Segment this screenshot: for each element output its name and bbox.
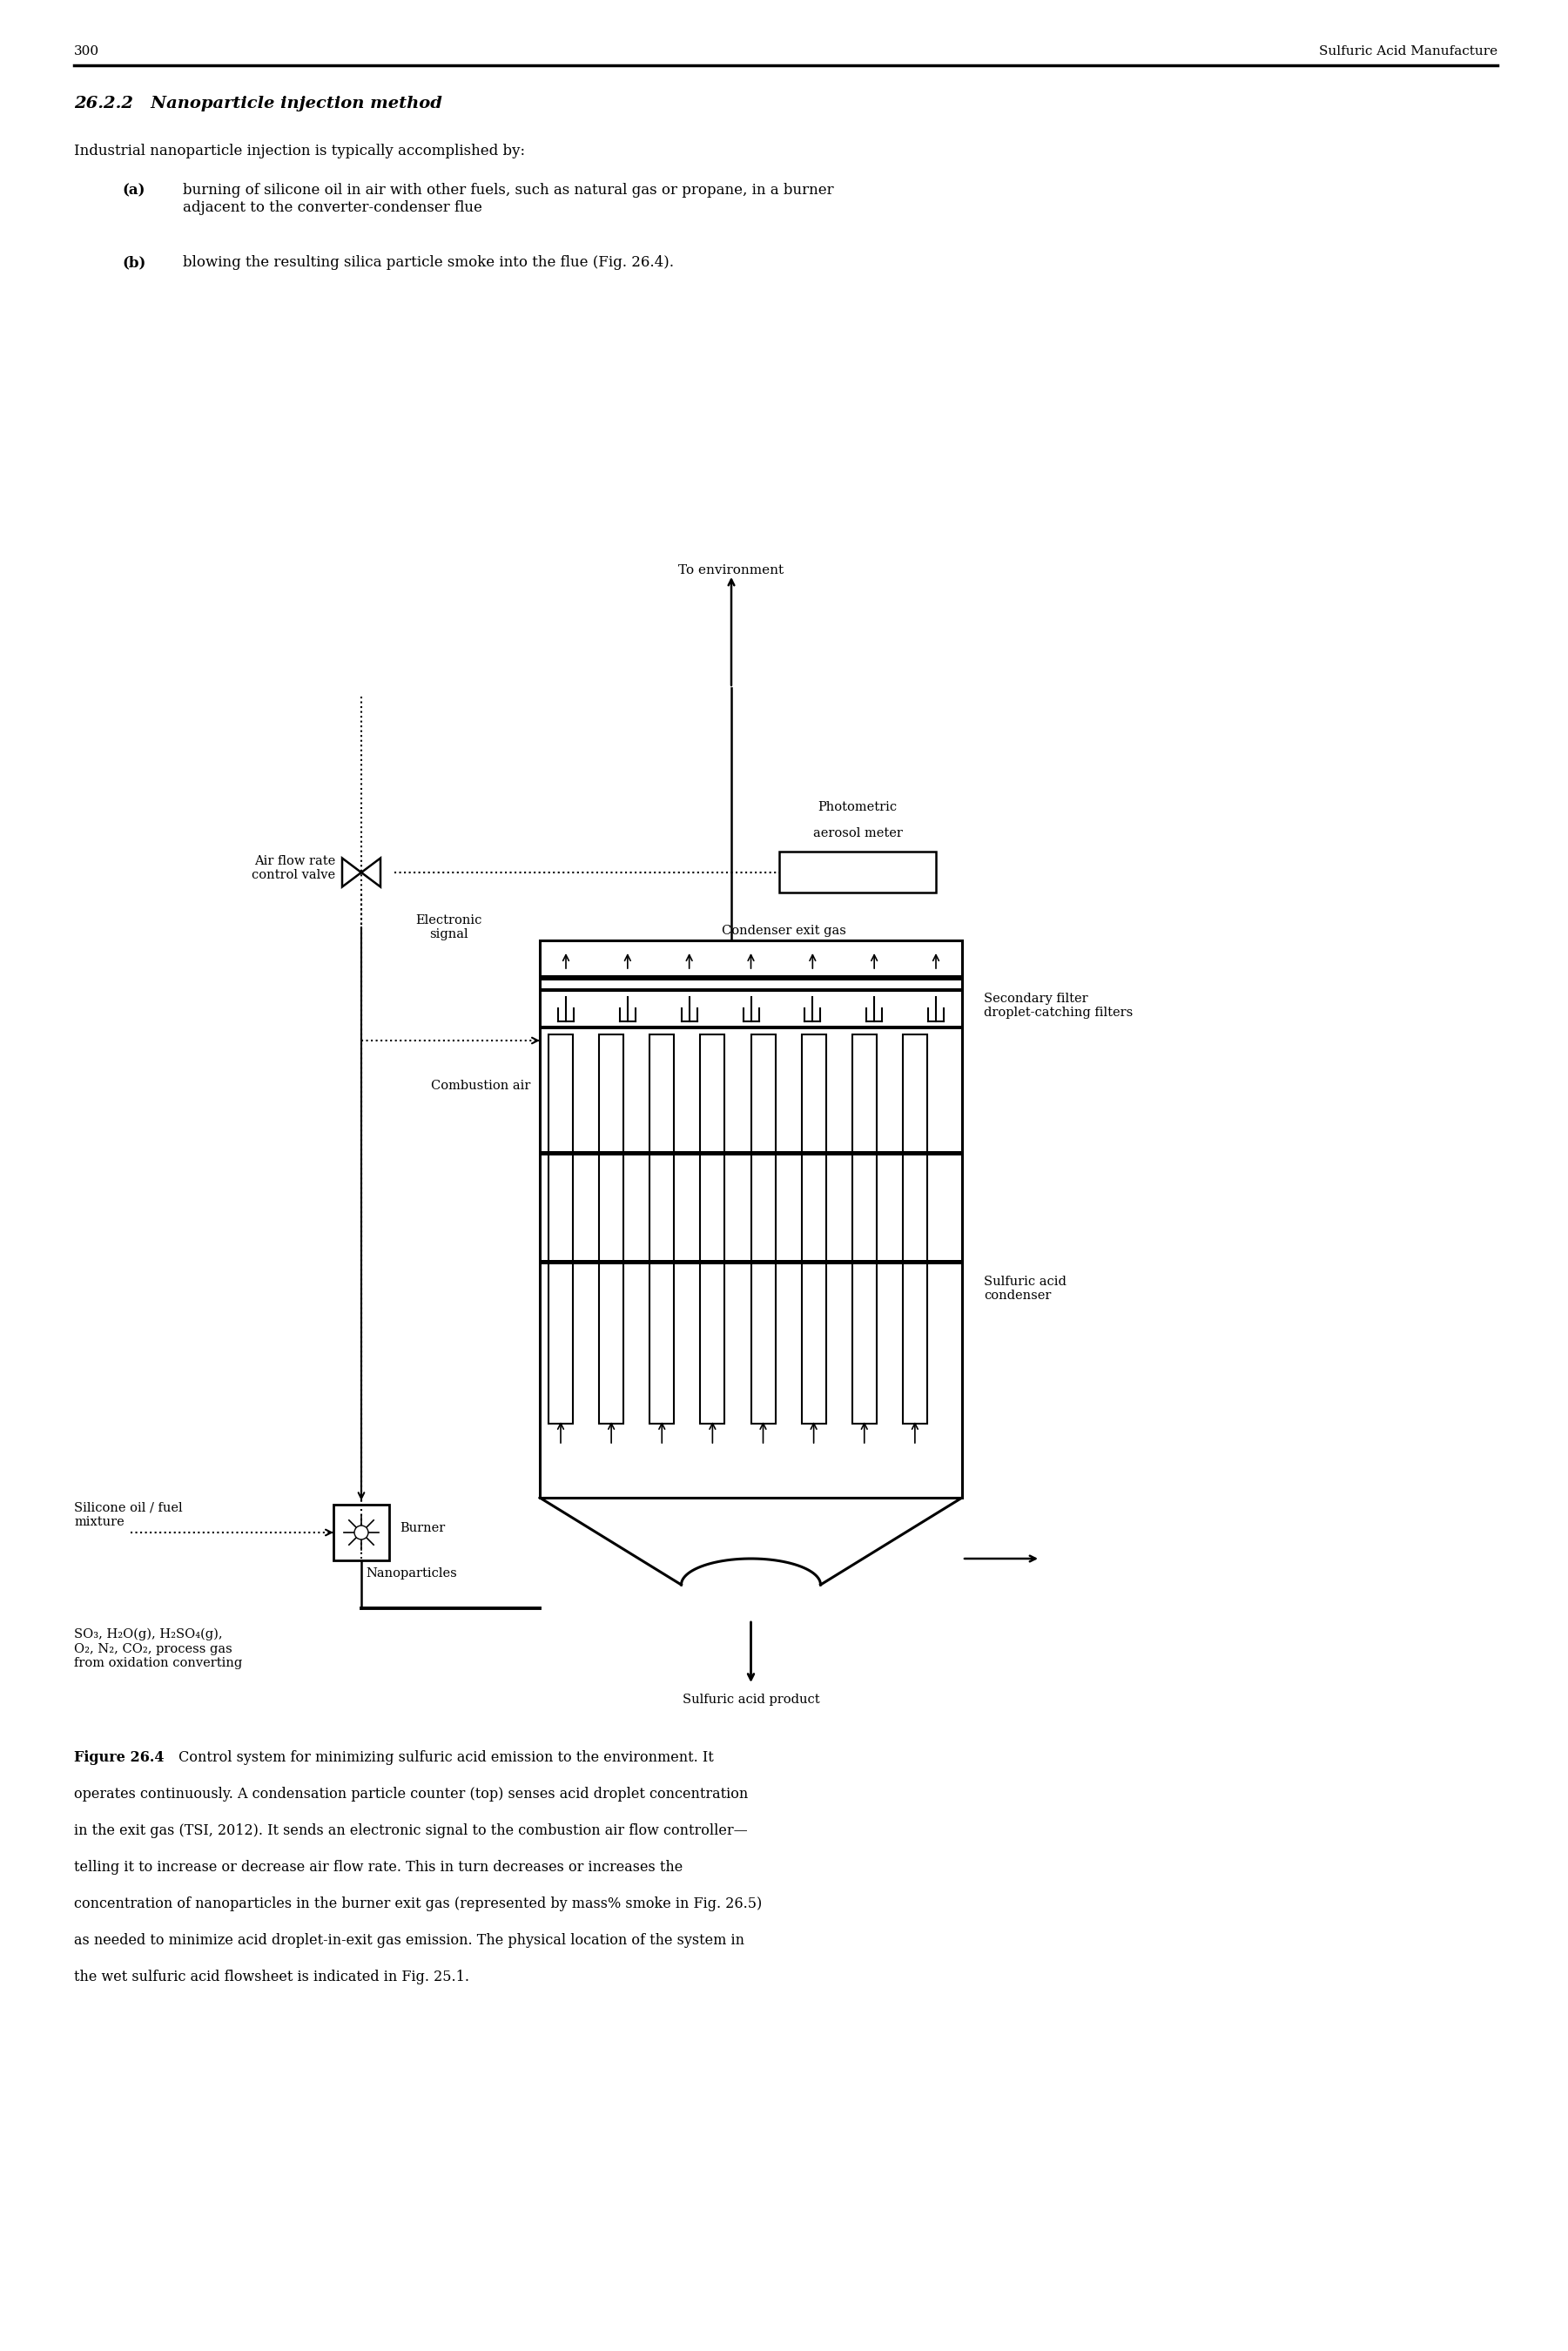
Text: Sulfuric acid
condenser: Sulfuric acid condenser xyxy=(983,1277,1066,1302)
Text: the wet sulfuric acid flowsheet is indicated in Fig. 25.1.: the wet sulfuric acid flowsheet is indic… xyxy=(74,1970,469,1984)
Text: Control system for minimizing sulfuric acid emission to the environment. It: Control system for minimizing sulfuric a… xyxy=(174,1749,713,1766)
Text: Electronic
signal: Electronic signal xyxy=(416,915,481,940)
Bar xyxy=(334,1505,389,1561)
Text: Photometric: Photometric xyxy=(818,802,897,813)
Text: Burner: Burner xyxy=(400,1521,445,1535)
Text: Sulfuric acid product: Sulfuric acid product xyxy=(682,1693,820,1707)
Text: 26.2.2   Nanoparticle injection method: 26.2.2 Nanoparticle injection method xyxy=(74,96,442,110)
Text: in the exit gas (TSI, 2012). It sends an electronic signal to the combustion air: in the exit gas (TSI, 2012). It sends an… xyxy=(74,1824,748,1838)
Text: Combustion air: Combustion air xyxy=(431,1079,530,1091)
Bar xyxy=(539,940,963,1498)
Text: Sulfuric Acid Manufacture: Sulfuric Acid Manufacture xyxy=(1319,45,1497,56)
Bar xyxy=(649,1034,674,1425)
Text: as needed to minimize acid droplet-in-exit gas emission. The physical location o: as needed to minimize acid droplet-in-ex… xyxy=(74,1933,745,1949)
Polygon shape xyxy=(361,858,381,886)
Bar xyxy=(539,1025,963,1030)
Text: Air flow rate
control valve: Air flow rate control valve xyxy=(251,856,336,882)
Text: concentration of nanoparticles in the burner exit gas (represented by mass% smok: concentration of nanoparticles in the bu… xyxy=(74,1897,762,1911)
Bar xyxy=(751,1034,775,1425)
Text: aerosol meter: aerosol meter xyxy=(812,828,902,839)
Bar xyxy=(903,1034,927,1425)
Bar xyxy=(539,976,963,980)
Bar xyxy=(801,1034,826,1425)
Text: Figure 26.4: Figure 26.4 xyxy=(74,1749,165,1766)
Bar xyxy=(701,1034,724,1425)
Bar xyxy=(779,851,936,893)
Bar xyxy=(549,1034,572,1425)
Text: telling it to increase or decrease air flow rate. This in turn decreases or incr: telling it to increase or decrease air f… xyxy=(74,1860,682,1874)
Bar xyxy=(851,1034,877,1425)
Text: Silicone oil / fuel
mixture: Silicone oil / fuel mixture xyxy=(74,1502,182,1528)
Text: To environment: To environment xyxy=(679,564,784,576)
Text: 300: 300 xyxy=(74,45,99,56)
Bar xyxy=(539,987,963,992)
Text: Secondary filter
droplet-catching filters: Secondary filter droplet-catching filter… xyxy=(983,992,1134,1018)
Bar xyxy=(599,1034,624,1425)
Text: SO₃, H₂O(g), H₂SO₄(g),
O₂, N₂, CO₂, process gas
from oxidation converting: SO₃, H₂O(g), H₂SO₄(g), O₂, N₂, CO₂, proc… xyxy=(74,1629,241,1669)
Text: Industrial nanoparticle injection is typically accomplished by:: Industrial nanoparticle injection is typ… xyxy=(74,143,525,158)
Bar xyxy=(539,1152,963,1154)
Polygon shape xyxy=(342,858,361,886)
Text: Condenser exit gas: Condenser exit gas xyxy=(721,924,845,938)
Text: Nanoparticles: Nanoparticles xyxy=(365,1568,456,1580)
Text: blowing the resulting silica particle smoke into the flue (Fig. 26.4).: blowing the resulting silica particle sm… xyxy=(183,256,674,270)
Text: (a): (a) xyxy=(122,183,144,197)
Text: (b): (b) xyxy=(122,256,146,270)
Circle shape xyxy=(354,1526,368,1540)
Text: burning of silicone oil in air with other fuels, such as natural gas or propane,: burning of silicone oil in air with othe… xyxy=(183,183,834,214)
Bar xyxy=(539,1260,963,1265)
Text: operates continuously. A condensation particle counter (top) senses acid droplet: operates continuously. A condensation pa… xyxy=(74,1787,748,1801)
